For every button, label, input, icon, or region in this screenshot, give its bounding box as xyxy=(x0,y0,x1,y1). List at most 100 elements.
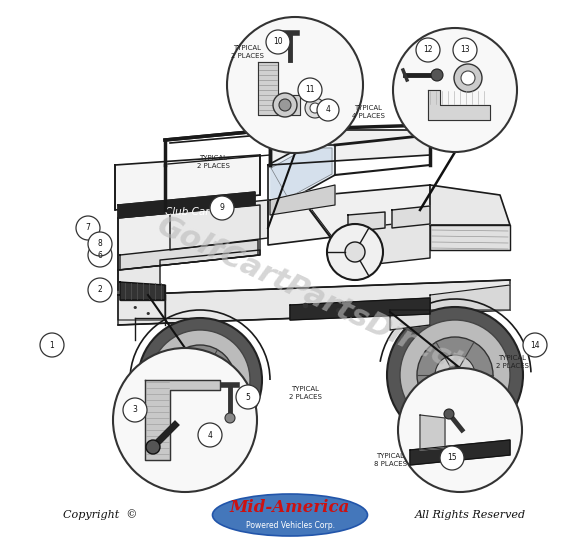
Text: Copyright  ©: Copyright © xyxy=(63,510,137,521)
Circle shape xyxy=(416,38,440,62)
Circle shape xyxy=(327,224,383,280)
Circle shape xyxy=(435,355,475,395)
Polygon shape xyxy=(120,282,165,300)
Polygon shape xyxy=(115,155,260,210)
Circle shape xyxy=(88,243,112,267)
Text: •: • xyxy=(132,303,138,313)
Polygon shape xyxy=(118,280,510,325)
Circle shape xyxy=(182,362,218,398)
Circle shape xyxy=(440,446,464,470)
Circle shape xyxy=(310,103,320,113)
Text: GolfCartPartsDirect: GolfCartPartsDirect xyxy=(152,211,468,379)
Text: •: • xyxy=(145,309,151,319)
Polygon shape xyxy=(145,380,220,460)
Circle shape xyxy=(88,278,112,302)
Text: 10: 10 xyxy=(273,37,283,46)
Circle shape xyxy=(225,413,235,423)
Polygon shape xyxy=(428,90,490,120)
Polygon shape xyxy=(270,130,430,165)
Circle shape xyxy=(417,337,493,413)
Circle shape xyxy=(393,28,517,152)
Circle shape xyxy=(146,440,160,454)
Circle shape xyxy=(279,99,291,111)
Polygon shape xyxy=(268,145,335,200)
Polygon shape xyxy=(120,240,258,270)
Ellipse shape xyxy=(212,494,368,536)
Polygon shape xyxy=(340,220,430,268)
Polygon shape xyxy=(392,206,430,228)
Polygon shape xyxy=(118,192,255,218)
Text: 13: 13 xyxy=(460,45,470,55)
Circle shape xyxy=(123,398,147,422)
Polygon shape xyxy=(271,148,332,198)
Text: Mid-America: Mid-America xyxy=(230,498,350,516)
Polygon shape xyxy=(430,285,510,310)
Circle shape xyxy=(76,216,100,240)
Circle shape xyxy=(266,30,290,54)
Text: TYPICAL
2 PLACES: TYPICAL 2 PLACES xyxy=(495,355,528,369)
Circle shape xyxy=(345,242,365,262)
Text: 15: 15 xyxy=(447,454,457,462)
Polygon shape xyxy=(118,205,260,270)
Circle shape xyxy=(165,345,235,415)
Circle shape xyxy=(40,333,64,357)
Circle shape xyxy=(387,307,523,443)
Polygon shape xyxy=(270,185,335,215)
Circle shape xyxy=(198,423,222,447)
Circle shape xyxy=(236,385,260,409)
Polygon shape xyxy=(420,415,445,450)
Circle shape xyxy=(431,69,443,81)
Polygon shape xyxy=(258,62,300,115)
Circle shape xyxy=(206,431,214,439)
Circle shape xyxy=(305,98,325,118)
Text: 12: 12 xyxy=(423,45,433,55)
Text: TYPICAL
2 PLACES: TYPICAL 2 PLACES xyxy=(289,386,321,400)
Circle shape xyxy=(138,318,262,442)
Polygon shape xyxy=(170,200,268,250)
Circle shape xyxy=(317,99,339,121)
Text: TYPICAL
2 PLACES: TYPICAL 2 PLACES xyxy=(231,45,263,59)
Circle shape xyxy=(273,93,297,117)
Circle shape xyxy=(453,38,477,62)
Text: 6: 6 xyxy=(97,251,103,260)
Polygon shape xyxy=(268,185,430,245)
Circle shape xyxy=(454,64,482,92)
Polygon shape xyxy=(290,298,430,320)
Polygon shape xyxy=(118,250,260,295)
Circle shape xyxy=(192,372,208,388)
Text: 4: 4 xyxy=(208,430,212,440)
Circle shape xyxy=(210,196,234,220)
Polygon shape xyxy=(410,440,510,465)
Polygon shape xyxy=(430,225,510,250)
Circle shape xyxy=(150,330,250,430)
Circle shape xyxy=(201,426,219,444)
Circle shape xyxy=(113,348,257,492)
Text: 2: 2 xyxy=(97,286,103,294)
Text: TYPICAL
8 PLACES: TYPICAL 8 PLACES xyxy=(374,453,407,467)
Text: 9: 9 xyxy=(220,204,224,213)
Circle shape xyxy=(400,320,510,430)
Polygon shape xyxy=(348,212,385,232)
Circle shape xyxy=(446,366,464,384)
Circle shape xyxy=(88,232,112,256)
Text: 3: 3 xyxy=(133,406,137,415)
Text: 8: 8 xyxy=(97,240,103,248)
Polygon shape xyxy=(118,295,165,320)
Circle shape xyxy=(298,78,322,102)
Text: TYPICAL
4 PLACES: TYPICAL 4 PLACES xyxy=(351,105,385,119)
Circle shape xyxy=(398,368,522,492)
Polygon shape xyxy=(430,185,510,225)
Text: 14: 14 xyxy=(530,341,540,349)
Text: Powered Vehicles Corp.: Powered Vehicles Corp. xyxy=(245,521,335,530)
Circle shape xyxy=(227,17,363,153)
Circle shape xyxy=(444,409,454,419)
Text: All Rights Reserved: All Rights Reserved xyxy=(415,510,525,520)
Text: 5: 5 xyxy=(245,393,251,402)
Circle shape xyxy=(461,71,475,85)
Circle shape xyxy=(523,333,547,357)
Text: TYPICAL
2 PLACES: TYPICAL 2 PLACES xyxy=(197,155,230,169)
Text: 11: 11 xyxy=(305,85,315,94)
Text: Club Car: Club Car xyxy=(165,207,209,217)
Text: 4: 4 xyxy=(325,105,331,114)
Text: 7: 7 xyxy=(86,224,90,233)
